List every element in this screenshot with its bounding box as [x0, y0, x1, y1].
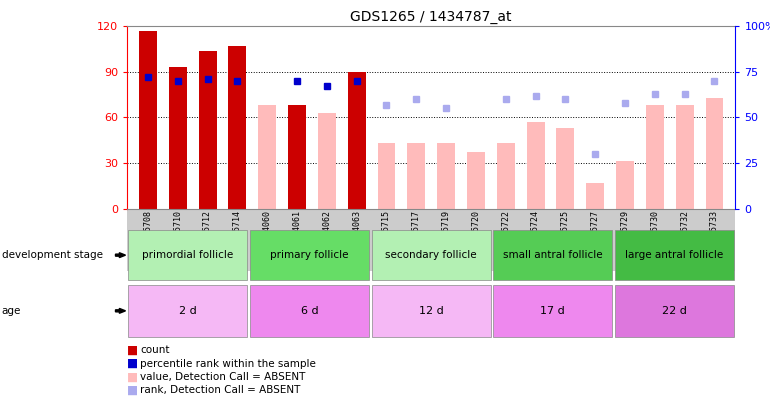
Bar [437, 143, 455, 209]
Bar [646, 105, 664, 209]
Bar [199, 51, 216, 209]
Text: age: age [2, 306, 21, 316]
Bar [407, 143, 425, 209]
Text: primary follicle: primary follicle [270, 250, 349, 260]
Bar [348, 72, 366, 209]
Bar [467, 152, 485, 209]
Text: 17 d: 17 d [541, 306, 565, 316]
Bar [494, 285, 612, 337]
Bar [372, 285, 490, 337]
Bar [258, 105, 276, 209]
Bar [229, 46, 246, 209]
Text: large antral follicle: large antral follicle [625, 250, 724, 260]
Text: primordial follicle: primordial follicle [142, 250, 233, 260]
Text: secondary follicle: secondary follicle [386, 250, 477, 260]
Bar [615, 230, 734, 280]
Text: count: count [140, 345, 169, 355]
Text: ■: ■ [127, 371, 138, 384]
Bar [129, 230, 247, 280]
Text: 12 d: 12 d [419, 306, 444, 316]
Bar [318, 113, 336, 209]
Bar [139, 31, 157, 209]
Title: GDS1265 / 1434787_at: GDS1265 / 1434787_at [350, 10, 512, 24]
Text: 6 d: 6 d [301, 306, 318, 316]
Text: development stage: development stage [2, 250, 102, 260]
Bar [615, 285, 734, 337]
Bar [377, 143, 396, 209]
Text: ■: ■ [127, 344, 138, 357]
Bar [616, 162, 634, 209]
Bar [250, 230, 369, 280]
Text: percentile rank within the sample: percentile rank within the sample [140, 359, 316, 369]
Text: 22 d: 22 d [662, 306, 687, 316]
Bar [250, 285, 369, 337]
Bar [372, 230, 490, 280]
Bar [705, 98, 724, 209]
Bar [494, 230, 612, 280]
Text: rank, Detection Call = ABSENT: rank, Detection Call = ABSENT [140, 386, 300, 395]
Text: small antral follicle: small antral follicle [503, 250, 603, 260]
Bar [169, 67, 186, 209]
Bar [676, 105, 694, 209]
Text: 2 d: 2 d [179, 306, 197, 316]
Bar [586, 183, 604, 209]
Bar [497, 143, 514, 209]
Bar [288, 105, 306, 209]
Text: ■: ■ [127, 357, 138, 370]
Text: value, Detection Call = ABSENT: value, Detection Call = ABSENT [140, 372, 306, 382]
Text: ■: ■ [127, 384, 138, 397]
Bar [527, 122, 544, 209]
Bar [557, 128, 574, 209]
Bar [129, 285, 247, 337]
